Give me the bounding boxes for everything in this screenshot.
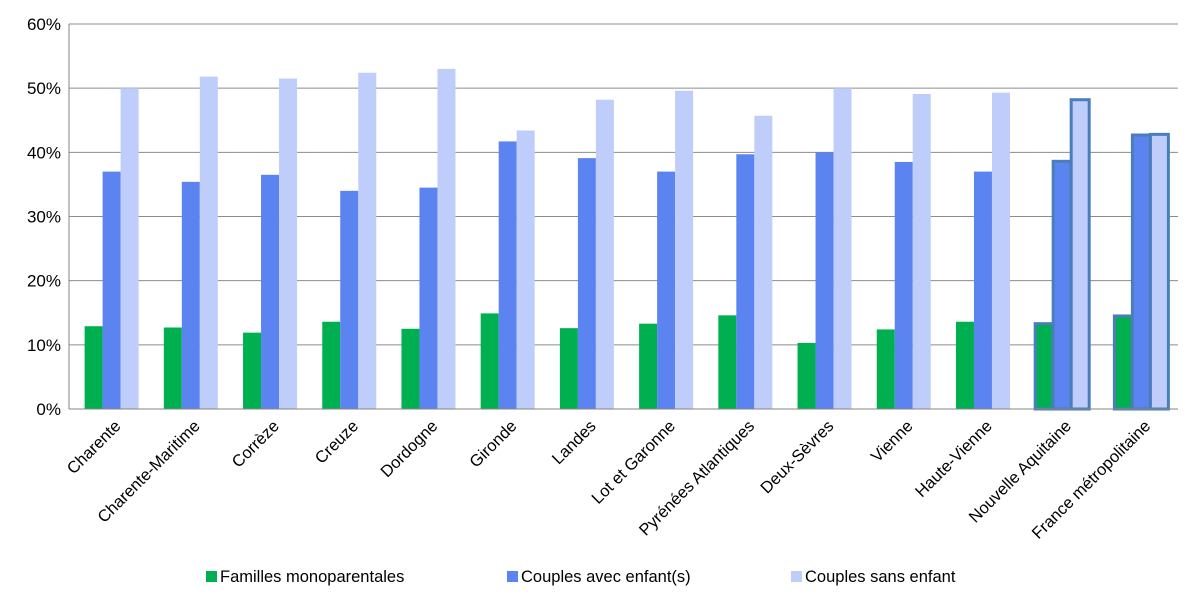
y-tick-label: 50%	[27, 79, 61, 98]
legend-label: Couples avec enfant(s)	[521, 568, 691, 586]
y-tick-label: 10%	[27, 336, 61, 355]
bar-familles-monoparentales	[1035, 324, 1053, 409]
bar-familles-monoparentales	[718, 315, 736, 409]
x-tick-label: Dordogne	[377, 417, 441, 481]
bar-couples-sans-enfant	[437, 69, 455, 409]
legend-swatch	[206, 571, 217, 582]
bar-familles-monoparentales	[560, 328, 578, 409]
bar-couples-avec-enfants	[419, 188, 437, 409]
y-tick-label: 40%	[27, 143, 61, 162]
bar-couples-avec-enfants	[974, 172, 992, 409]
bar-couples-sans-enfant	[754, 116, 772, 409]
bar-couples-avec-enfants	[578, 158, 596, 409]
bar-couples-sans-enfant	[992, 93, 1010, 409]
bar-couples-avec-enfants	[657, 172, 675, 409]
bar-familles-monoparentales	[639, 324, 657, 409]
bar-couples-sans-enfant	[121, 88, 139, 409]
bar-familles-monoparentales	[85, 326, 103, 409]
legend-label: Familles monoparentales	[220, 568, 404, 586]
bar-familles-monoparentales	[164, 328, 182, 409]
legend-label: Couples sans enfant	[805, 568, 956, 586]
y-tick-label: 30%	[27, 208, 61, 227]
bar-familles-monoparentales	[798, 343, 816, 409]
bar-couples-sans-enfant	[1150, 134, 1168, 409]
x-tick-label: Charente	[64, 417, 125, 478]
legend-item: Couples sans enfant	[791, 568, 956, 586]
bar-couples-avec-enfants	[1053, 161, 1071, 409]
bar-couples-avec-enfants	[182, 182, 200, 409]
bar-couples-avec-enfants	[895, 162, 913, 409]
x-tick-label: Vienne	[868, 417, 917, 466]
legend-swatch	[507, 571, 518, 582]
bar-couples-sans-enfant	[834, 88, 852, 409]
bar-familles-monoparentales	[401, 329, 419, 409]
bar-couples-avec-enfants	[261, 175, 279, 409]
bar-familles-monoparentales	[956, 322, 974, 409]
bar-couples-avec-enfants	[1132, 135, 1150, 409]
x-tick-label: Lot et Garonne	[588, 417, 679, 508]
bar-couples-sans-enfant	[913, 94, 931, 409]
bar-couples-sans-enfant	[596, 100, 614, 409]
legend-item: Familles monoparentales	[206, 568, 404, 586]
bar-couples-sans-enfant	[675, 91, 693, 409]
gridlines	[69, 24, 1178, 409]
x-tick-label: Corrèze	[229, 417, 283, 471]
x-tick-label: Haute-Vienne	[912, 417, 996, 501]
x-tick-label: Creuze	[312, 417, 362, 467]
x-tick-label: Deux-Sèvres	[757, 417, 837, 497]
bar-couples-avec-enfants	[736, 154, 754, 409]
bars	[85, 69, 1169, 409]
bar-familles-monoparentales	[1114, 316, 1132, 409]
bar-couples-avec-enfants	[816, 152, 834, 409]
legend: Familles monoparentales Couples avec enfa…	[206, 568, 956, 586]
legend-swatch	[791, 571, 802, 582]
bar-familles-monoparentales	[322, 322, 340, 409]
y-axis-tick-labels: 0% 10% 20% 30% 40% 50% 60%	[27, 15, 61, 419]
bar-couples-avec-enfants	[340, 191, 358, 409]
y-tick-label: 20%	[27, 272, 61, 291]
bar-familles-monoparentales	[877, 329, 895, 409]
x-tick-label: Gironde	[466, 417, 520, 471]
bar-couples-sans-enfant	[279, 79, 297, 409]
bar-couples-sans-enfant	[200, 77, 218, 409]
x-tick-label: Landes	[549, 417, 600, 468]
bar-couples-avec-enfants	[499, 141, 517, 409]
bar-familles-monoparentales	[243, 333, 261, 409]
legend-item: Couples avec enfant(s)	[507, 568, 691, 586]
bar-couples-sans-enfant	[358, 73, 376, 409]
bar-couples-sans-enfant	[1071, 100, 1089, 409]
bar-couples-sans-enfant	[517, 131, 535, 409]
y-tick-label: 60%	[27, 15, 61, 34]
bar-couples-avec-enfants	[103, 172, 121, 409]
bar-familles-monoparentales	[481, 313, 499, 409]
y-tick-label: 0%	[36, 400, 61, 419]
